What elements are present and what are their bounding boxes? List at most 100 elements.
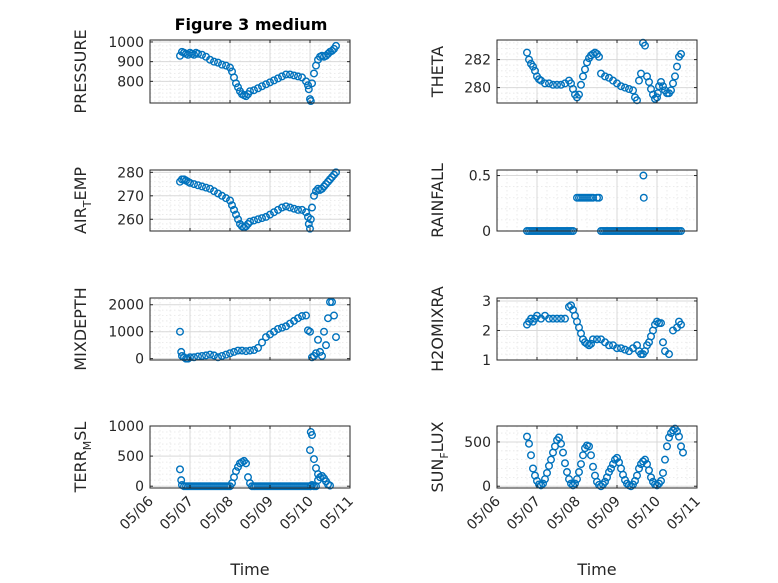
data-point (189, 50, 198, 59)
data-point (258, 82, 267, 91)
data-point (221, 350, 230, 359)
data-point (306, 97, 315, 106)
data-point (635, 76, 644, 85)
data-point (613, 344, 622, 353)
data-point (282, 70, 291, 79)
data-point (659, 82, 668, 91)
data-point (597, 482, 606, 491)
data-point (549, 80, 558, 89)
data-point (205, 350, 214, 359)
data-point (241, 92, 250, 101)
data-point (635, 464, 644, 473)
data-point (322, 341, 331, 350)
y-tick-label: 0.5 (469, 169, 491, 185)
data-point (314, 470, 323, 479)
data-point (245, 87, 254, 96)
data-point (209, 351, 218, 360)
axes-box (149, 169, 351, 232)
data-point (326, 481, 335, 490)
data-point (201, 351, 210, 360)
y-tick-label: 1000 (108, 325, 144, 341)
data-point (274, 74, 283, 83)
data-point (175, 465, 184, 474)
data-point (523, 432, 532, 441)
data-point (545, 79, 554, 88)
data-point (209, 57, 218, 66)
data-point (567, 301, 576, 310)
y-tick-label: 2000 (108, 298, 144, 314)
data-point (665, 350, 674, 359)
data-point (221, 194, 230, 203)
y-tick-label: 260 (117, 212, 144, 228)
data-point (185, 178, 194, 187)
data-point (227, 201, 236, 210)
axes-box (496, 297, 698, 361)
data-point (193, 181, 202, 190)
data-point (627, 482, 636, 491)
y-tick-label: 270 (117, 189, 144, 205)
data-point (569, 481, 578, 490)
data-point (563, 468, 572, 477)
subplot-air_temp: 260 270 280 AIRTEMP (71, 165, 351, 234)
data-point (258, 214, 267, 223)
data-point (302, 311, 311, 320)
data-point (294, 314, 303, 323)
data-point (657, 77, 666, 86)
axes-box (149, 39, 351, 104)
y-tick-label: 900 (117, 55, 144, 71)
figure-title: Figure 3 medium (175, 15, 328, 34)
data-point (205, 184, 214, 193)
data-point (197, 50, 206, 59)
data-point (231, 79, 240, 88)
data-point (270, 208, 279, 217)
x-tick-label: 05/11 (664, 494, 704, 534)
data-point (310, 191, 319, 200)
data-point (537, 481, 546, 490)
data-point (324, 177, 333, 186)
data-point (677, 50, 686, 59)
data-point (298, 312, 307, 321)
y-axis-label: TERRMSL (71, 422, 94, 494)
x-tick-label: 05/10 (277, 494, 317, 534)
data-point (282, 202, 291, 211)
data-point (673, 62, 682, 71)
y-tick-label: 0 (482, 224, 491, 240)
axes-box (496, 169, 698, 232)
data-point (231, 467, 240, 476)
data-point (629, 86, 638, 95)
data-point (541, 79, 550, 88)
data-point (306, 224, 315, 233)
data-point (621, 83, 630, 92)
y-axis-label: RAINFALL (428, 163, 447, 238)
data-point (322, 180, 331, 189)
data-point (278, 323, 287, 332)
x-tick-label: 05/09 (584, 494, 624, 534)
data-point (617, 344, 626, 353)
data-point (633, 471, 642, 480)
y-tick-label: 1000 (108, 35, 144, 51)
data-point (587, 451, 596, 460)
data-point (330, 170, 339, 179)
data-point (290, 71, 299, 80)
data-point (655, 82, 664, 91)
data-point (577, 80, 586, 89)
data-point (217, 191, 226, 200)
data-point (310, 69, 319, 78)
data-point (601, 72, 610, 81)
data-point (565, 475, 574, 484)
data-point (286, 203, 295, 212)
data-point (245, 217, 254, 226)
data-point (231, 210, 240, 219)
data-point (557, 439, 566, 448)
data-point (253, 84, 262, 93)
data-point (286, 70, 295, 79)
y-tick-label: 500 (117, 449, 144, 465)
data-point (577, 460, 586, 469)
data-point (525, 55, 534, 64)
x-axis-label: Time (229, 560, 269, 579)
y-tick-label: 1 (482, 353, 491, 369)
data-point (209, 187, 218, 196)
data-point (298, 205, 307, 214)
x-tick-label: 05/08 (544, 494, 584, 534)
data-point (306, 215, 315, 224)
